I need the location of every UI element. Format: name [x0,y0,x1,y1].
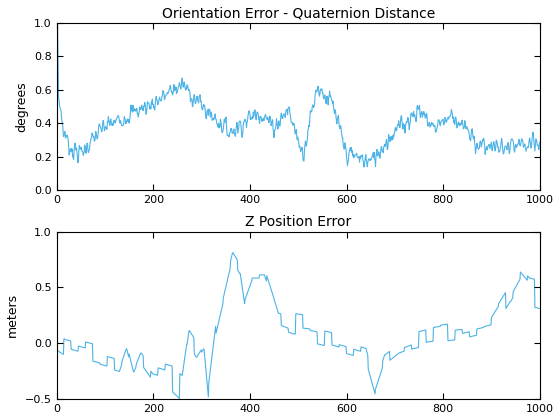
Y-axis label: meters: meters [6,293,19,337]
Title: Orientation Error - Quaternion Distance: Orientation Error - Quaternion Distance [162,6,435,20]
Title: Z Position Error: Z Position Error [245,215,351,229]
Y-axis label: degrees: degrees [16,81,29,132]
